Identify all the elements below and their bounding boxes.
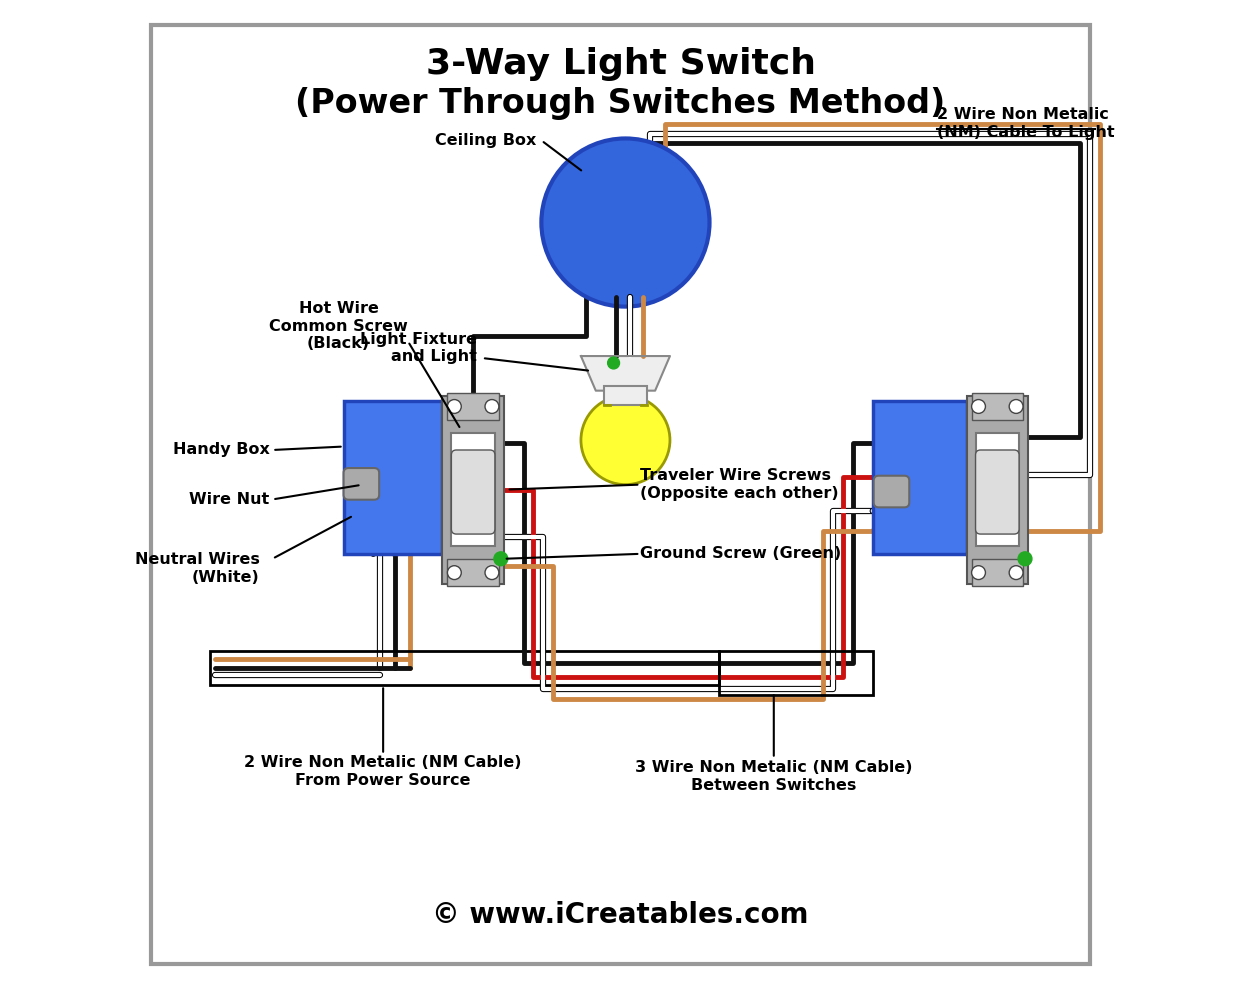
FancyBboxPatch shape <box>975 450 1019 534</box>
Text: 2 Wire Non Metalic (NM Cable)
From Power Source: 2 Wire Non Metalic (NM Cable) From Power… <box>244 756 522 787</box>
Polygon shape <box>581 356 670 391</box>
Text: 2 Wire Non Metalic
(NM) Cable To Light: 2 Wire Non Metalic (NM) Cable To Light <box>937 108 1114 139</box>
Circle shape <box>494 552 508 566</box>
Text: Wire Nut: Wire Nut <box>189 492 269 507</box>
Circle shape <box>581 396 670 485</box>
Circle shape <box>608 357 619 369</box>
FancyBboxPatch shape <box>452 450 495 534</box>
Text: © www.iCreatables.com: © www.iCreatables.com <box>432 901 809 929</box>
Bar <box>443 396 504 584</box>
Bar <box>872 401 967 554</box>
Text: Hot Wire
Common Screw
(Black): Hot Wire Common Screw (Black) <box>269 302 408 351</box>
Text: Traveler Wire Screws
(Opposite each other): Traveler Wire Screws (Opposite each othe… <box>640 469 839 500</box>
Circle shape <box>972 566 985 580</box>
Bar <box>972 393 1023 420</box>
Text: 3-Way Light Switch: 3-Way Light Switch <box>426 47 815 81</box>
Bar <box>344 401 443 554</box>
Bar <box>448 393 499 420</box>
FancyBboxPatch shape <box>874 476 910 507</box>
Circle shape <box>485 566 499 580</box>
Circle shape <box>1009 566 1023 580</box>
Bar <box>720 651 872 695</box>
Bar <box>972 559 1023 586</box>
Text: 3 Wire Non Metalic (NM Cable)
Between Switches: 3 Wire Non Metalic (NM Cable) Between Sw… <box>635 761 912 792</box>
Bar <box>603 386 648 405</box>
Text: Light Fixture
and Light: Light Fixture and Light <box>360 332 477 364</box>
Bar <box>452 433 495 546</box>
Bar <box>967 396 1028 584</box>
Text: Ground Screw (Green): Ground Screw (Green) <box>640 546 841 562</box>
Circle shape <box>448 400 462 413</box>
Text: Ceiling Box: Ceiling Box <box>436 133 536 148</box>
Circle shape <box>448 566 462 580</box>
Text: (Power Through Switches Method): (Power Through Switches Method) <box>295 87 946 121</box>
Bar <box>975 433 1019 546</box>
Bar <box>448 559 499 586</box>
FancyBboxPatch shape <box>344 468 380 499</box>
Circle shape <box>972 400 985 413</box>
Circle shape <box>1009 400 1023 413</box>
Text: Handy Box: Handy Box <box>172 442 269 458</box>
Circle shape <box>541 138 710 307</box>
Bar <box>210 651 720 685</box>
Circle shape <box>485 400 499 413</box>
Text: Neutral Wires
(White): Neutral Wires (White) <box>134 553 259 584</box>
Circle shape <box>1018 552 1033 566</box>
